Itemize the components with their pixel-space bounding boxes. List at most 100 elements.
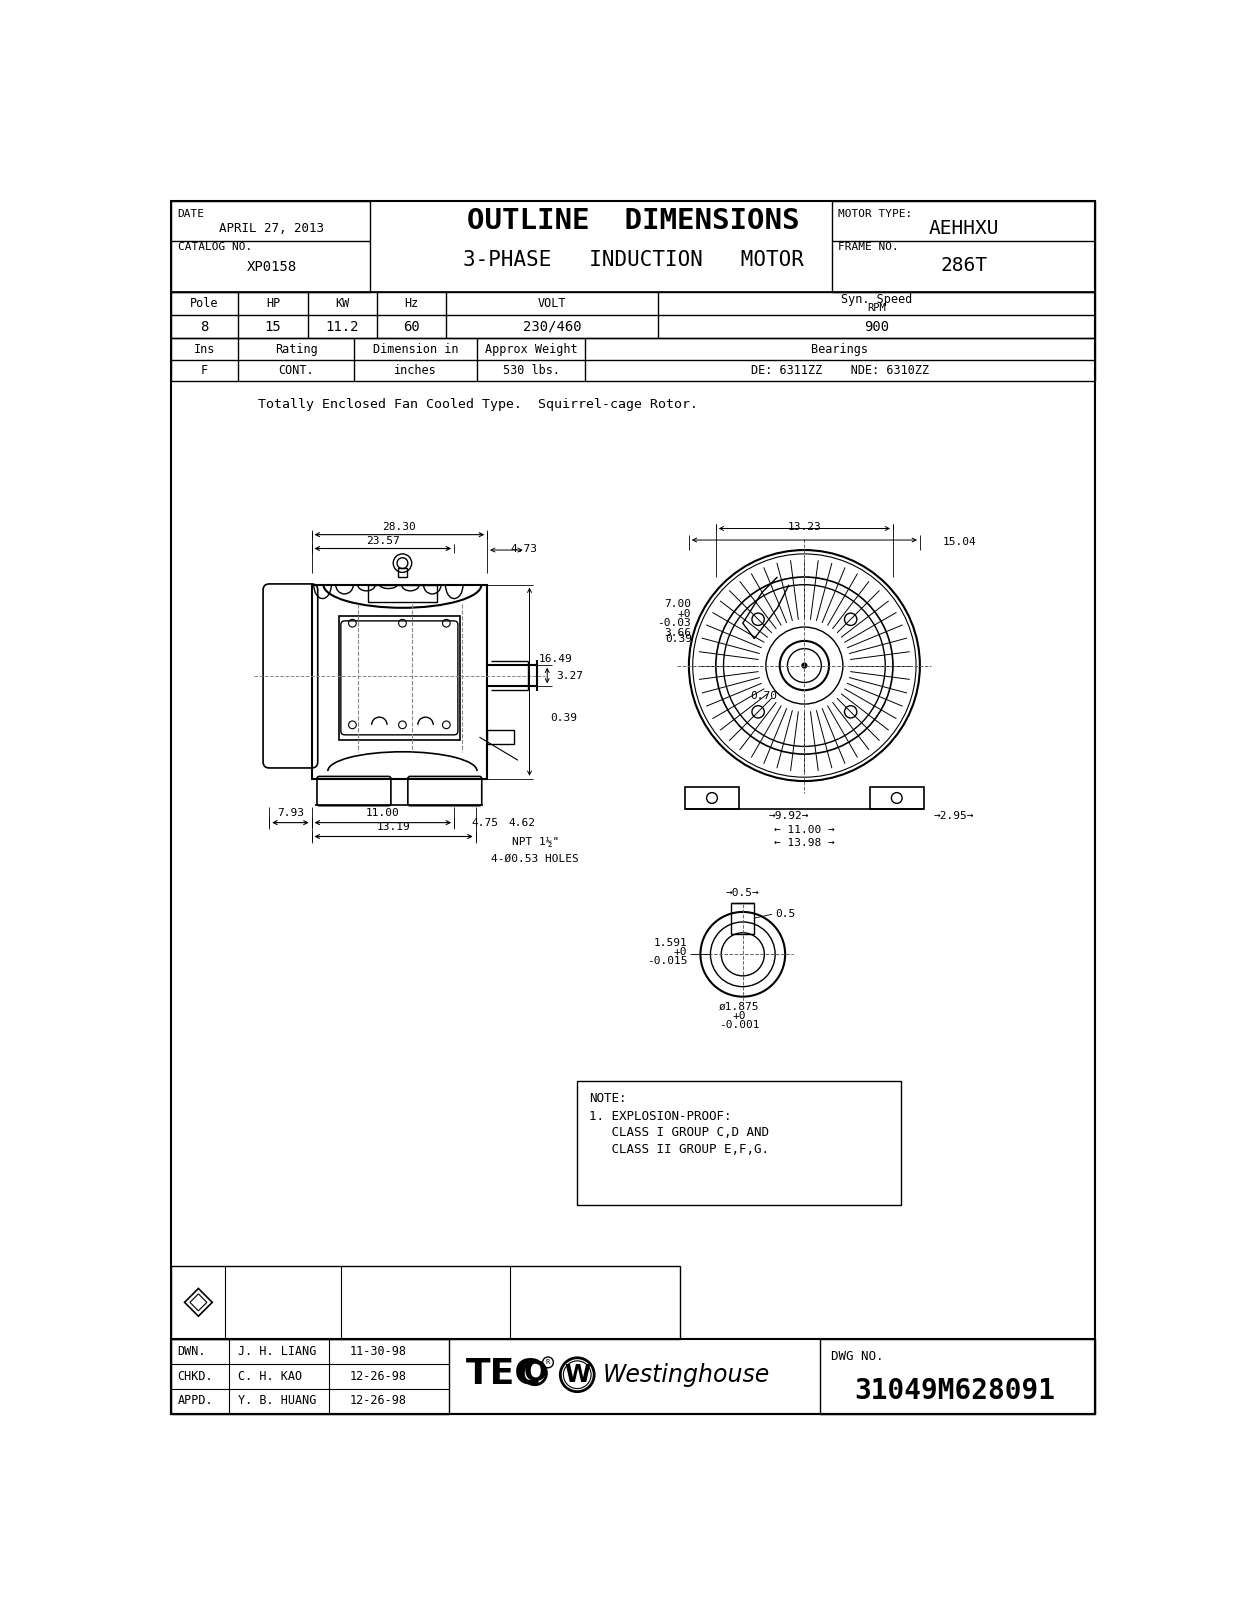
Text: CLASS I GROUP C,D AND: CLASS I GROUP C,D AND bbox=[588, 1126, 769, 1139]
Text: KW: KW bbox=[335, 298, 350, 310]
Bar bbox=[172, 1339, 449, 1414]
Text: →2.95→: →2.95→ bbox=[933, 811, 974, 821]
Text: DE: 6311ZZ    NDE: 6310ZZ: DE: 6311ZZ NDE: 6310ZZ bbox=[750, 365, 929, 378]
Text: HP: HP bbox=[266, 298, 281, 310]
Text: 4-Ø0.53 HOLES: 4-Ø0.53 HOLES bbox=[491, 854, 578, 864]
Text: →0.5→: →0.5→ bbox=[726, 888, 760, 899]
Text: 530 lbs.: 530 lbs. bbox=[503, 365, 560, 378]
Text: +0: +0 bbox=[732, 1011, 745, 1021]
Text: 1. EXPLOSION-PROOF:: 1. EXPLOSION-PROOF: bbox=[588, 1109, 732, 1123]
Text: Dimension in: Dimension in bbox=[373, 342, 459, 355]
Text: Pole: Pole bbox=[190, 298, 219, 310]
Text: OUTLINE  DIMENSIONS: OUTLINE DIMENSIONS bbox=[467, 208, 800, 235]
Text: 15.04: 15.04 bbox=[943, 538, 976, 547]
Bar bbox=[577, 1082, 901, 1205]
Text: 11.2: 11.2 bbox=[325, 320, 360, 334]
Text: F: F bbox=[201, 365, 208, 378]
Text: MOTOR TYPE:: MOTOR TYPE: bbox=[838, 210, 912, 219]
Text: Bearings: Bearings bbox=[811, 342, 869, 355]
Text: APPD.: APPD. bbox=[178, 1395, 214, 1408]
Bar bbox=[172, 202, 1095, 293]
Text: FRAME NO.: FRAME NO. bbox=[838, 243, 899, 253]
Text: 1.591: 1.591 bbox=[654, 938, 687, 947]
Bar bbox=[172, 293, 1095, 338]
Text: inches: inches bbox=[394, 365, 436, 378]
Text: -0.015: -0.015 bbox=[646, 957, 687, 966]
Text: Syn. Speed: Syn. Speed bbox=[842, 293, 912, 306]
Bar bbox=[832, 202, 1095, 293]
Text: O: O bbox=[523, 1358, 546, 1387]
Text: 16.49: 16.49 bbox=[539, 654, 572, 664]
Text: 4.73: 4.73 bbox=[510, 544, 538, 554]
Bar bbox=[870, 787, 923, 808]
Text: Rating: Rating bbox=[274, 342, 318, 355]
Text: 0.39: 0.39 bbox=[666, 634, 692, 643]
Text: J. H. LIANG: J. H. LIANG bbox=[239, 1346, 316, 1358]
Text: 4.62: 4.62 bbox=[509, 818, 535, 827]
Text: W: W bbox=[565, 1363, 591, 1387]
Text: 230/460: 230/460 bbox=[523, 320, 581, 334]
Text: DWG NO.: DWG NO. bbox=[832, 1350, 884, 1363]
Text: Hz: Hz bbox=[404, 298, 419, 310]
Text: 7.93: 7.93 bbox=[277, 808, 304, 818]
Text: 3-PHASE   INDUCTION   MOTOR: 3-PHASE INDUCTION MOTOR bbox=[464, 250, 803, 270]
Text: CATALOG NO.: CATALOG NO. bbox=[178, 243, 252, 253]
Text: ø1.875: ø1.875 bbox=[718, 1002, 759, 1011]
Bar bbox=[368, 584, 438, 602]
Text: -0.03: -0.03 bbox=[658, 618, 691, 629]
Bar bbox=[819, 1339, 1095, 1414]
Text: 60: 60 bbox=[403, 320, 420, 334]
Text: 286T: 286T bbox=[941, 256, 988, 275]
Text: -0.001: -0.001 bbox=[718, 1021, 759, 1030]
Text: Approx Weight: Approx Weight bbox=[485, 342, 577, 355]
Text: 15: 15 bbox=[265, 320, 282, 334]
Text: ← 13.98 →: ← 13.98 → bbox=[774, 838, 834, 848]
Bar bbox=[685, 787, 739, 808]
Bar bbox=[732, 902, 754, 933]
Text: +0: +0 bbox=[674, 947, 687, 957]
Text: APRIL 27, 2013: APRIL 27, 2013 bbox=[219, 222, 324, 235]
Text: CLASS II GROUP E,F,G.: CLASS II GROUP E,F,G. bbox=[588, 1144, 769, 1157]
Text: 13.19: 13.19 bbox=[377, 822, 410, 832]
Text: 11-30-98: 11-30-98 bbox=[350, 1346, 407, 1358]
Text: 3.27: 3.27 bbox=[556, 670, 583, 680]
Text: Ins: Ins bbox=[194, 342, 215, 355]
Text: 900: 900 bbox=[864, 320, 890, 334]
Text: +0: +0 bbox=[677, 610, 691, 619]
Text: NOTE:: NOTE: bbox=[588, 1091, 627, 1104]
Text: Y. B. HUANG: Y. B. HUANG bbox=[239, 1395, 316, 1408]
Text: 4.75: 4.75 bbox=[471, 818, 498, 827]
Text: 7.00: 7.00 bbox=[664, 598, 691, 610]
Text: 31049M628091: 31049M628091 bbox=[854, 1378, 1056, 1405]
Text: Westinghouse: Westinghouse bbox=[603, 1363, 770, 1387]
Text: DATE: DATE bbox=[178, 210, 205, 219]
Bar bbox=[311, 584, 487, 779]
Circle shape bbox=[801, 662, 807, 669]
Text: AEHHXU: AEHHXU bbox=[928, 219, 999, 238]
Text: 12-26-98: 12-26-98 bbox=[350, 1395, 407, 1408]
Text: Totally Enclosed Fan Cooled Type.  Squirrel-cage Rotor.: Totally Enclosed Fan Cooled Type. Squirr… bbox=[257, 398, 697, 411]
Text: R: R bbox=[546, 1360, 550, 1365]
Text: XP0158: XP0158 bbox=[246, 261, 297, 275]
Bar bbox=[172, 202, 370, 293]
Text: CHKD.: CHKD. bbox=[178, 1370, 214, 1382]
Text: ← 11.00 →: ← 11.00 → bbox=[774, 824, 834, 835]
Bar bbox=[339, 616, 460, 741]
Text: C. H. KAO: C. H. KAO bbox=[239, 1370, 303, 1382]
Text: DWN.: DWN. bbox=[178, 1346, 206, 1358]
Text: 13.23: 13.23 bbox=[787, 522, 821, 531]
Text: CONT.: CONT. bbox=[278, 365, 314, 378]
Text: 12-26-98: 12-26-98 bbox=[350, 1370, 407, 1382]
Bar bbox=[172, 1339, 1095, 1414]
Text: 0.5: 0.5 bbox=[775, 909, 796, 920]
Text: 0.70: 0.70 bbox=[750, 691, 777, 701]
Bar bbox=[398, 568, 407, 578]
Text: NPT 1½": NPT 1½" bbox=[512, 837, 559, 846]
Bar bbox=[487, 730, 514, 744]
Text: 8: 8 bbox=[200, 320, 209, 334]
Bar bbox=[172, 1266, 680, 1339]
Text: 28.30: 28.30 bbox=[382, 522, 417, 531]
Text: VOLT: VOLT bbox=[538, 298, 566, 310]
Text: 3.66: 3.66 bbox=[664, 629, 691, 638]
Text: 0.39: 0.39 bbox=[550, 714, 577, 723]
